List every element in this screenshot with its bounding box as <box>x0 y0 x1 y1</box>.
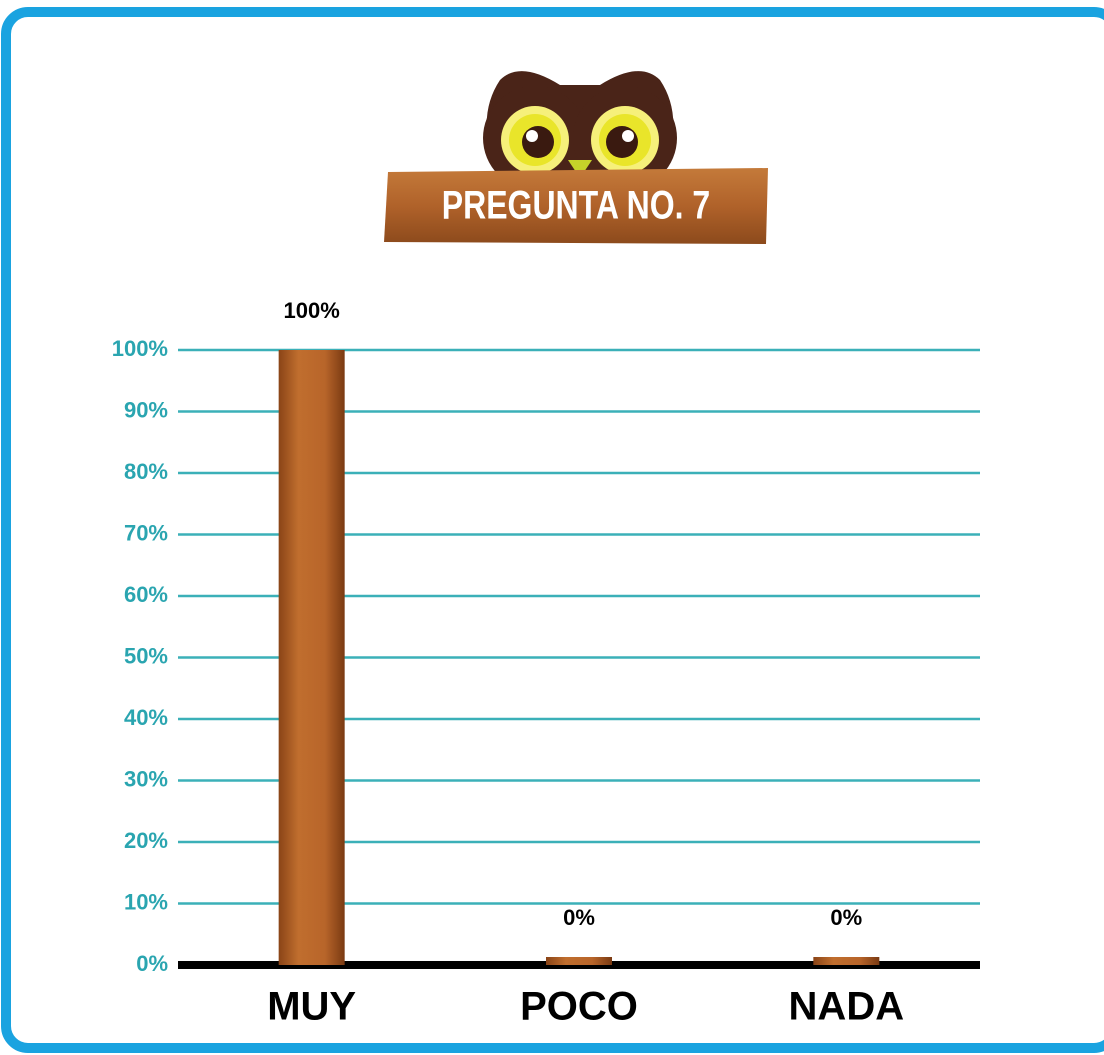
y-tick-label: 80% <box>124 459 168 484</box>
y-tick-label: 20% <box>124 828 168 853</box>
y-tick-label: 60% <box>124 582 168 607</box>
y-tick-label: 0% <box>136 951 168 976</box>
y-tick-label: 70% <box>124 520 168 545</box>
y-tick-label: 30% <box>124 766 168 791</box>
chart-title: PREGUNTA NO. 7 <box>442 182 710 227</box>
bar <box>278 350 345 965</box>
y-tick-label: 90% <box>124 397 168 422</box>
bar <box>813 957 880 965</box>
value-label: 0% <box>563 905 595 930</box>
y-tick-label: 100% <box>112 336 168 361</box>
x-tick-label: NADA <box>789 985 905 1029</box>
y-tick-label: 40% <box>124 705 168 730</box>
value-label: 100% <box>284 298 340 323</box>
y-tick-label: 50% <box>124 643 168 668</box>
bar <box>546 957 612 965</box>
x-tick-label: POCO <box>520 985 638 1029</box>
x-tick-label: MUY <box>267 985 356 1029</box>
owl-logo <box>384 71 768 244</box>
value-label: 0% <box>830 905 862 930</box>
y-tick-label: 10% <box>124 889 168 914</box>
